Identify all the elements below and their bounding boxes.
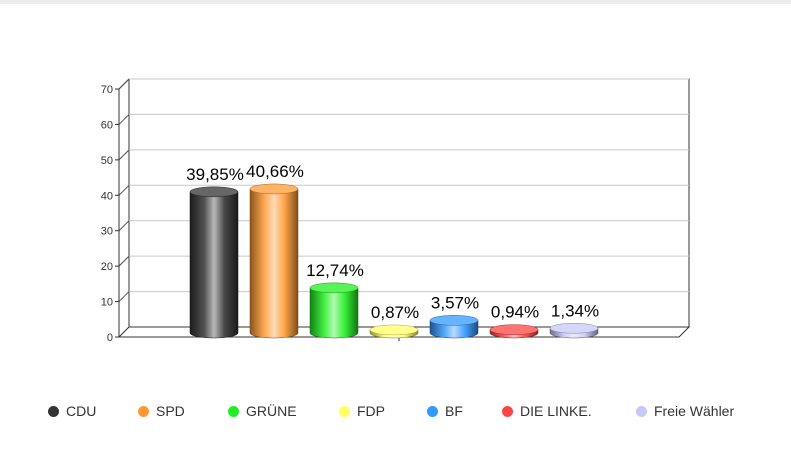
bar-body <box>249 188 299 339</box>
legend-dot-icon <box>502 405 513 417</box>
side-wall-line <box>118 78 130 90</box>
side-wall-line <box>118 149 130 161</box>
bar-grüne <box>309 282 359 339</box>
data-label: 1,34% <box>551 301 599 320</box>
legend-item: DIE LINKE. <box>502 400 592 422</box>
legend-dot-icon <box>427 405 438 417</box>
bar-top <box>429 315 479 326</box>
side-wall-line <box>118 114 130 125</box>
data-label: 12,74% <box>306 261 364 280</box>
legend-item: BF <box>427 400 463 422</box>
y-tick-label: 40 <box>101 190 113 202</box>
side-wall-line <box>118 255 130 267</box>
legend-label: GRÜNE <box>246 403 297 419</box>
bar-freie-wähler <box>549 323 599 339</box>
side-wall-line <box>118 220 130 232</box>
legend-dot-icon <box>228 405 239 417</box>
legend: CDU SPD GRÜNE FDP BF DIE LINKE. Freie Wähler <box>0 400 791 422</box>
y-tick-label: 70 <box>101 84 113 96</box>
legend-label: SPD <box>156 403 185 419</box>
legend-item: GRÜNE <box>228 400 297 422</box>
bar-top <box>549 323 599 334</box>
bar-bf <box>429 315 479 339</box>
bar-top <box>249 183 299 195</box>
legend-item: FDP <box>339 400 385 422</box>
data-label: 39,85% <box>186 165 244 184</box>
legend-item: SPD <box>138 400 185 422</box>
data-label: 0,87% <box>371 303 419 322</box>
data-label: 40,66% <box>246 162 304 181</box>
legend-dot-icon <box>138 405 149 417</box>
y-tick-label: 0 <box>107 332 113 344</box>
data-label: 0,94% <box>491 303 539 322</box>
legend-item: Freie Wähler <box>636 400 734 422</box>
legend-label: CDU <box>66 403 97 419</box>
y-tick-label: 50 <box>101 155 113 167</box>
side-wall-line <box>118 291 130 302</box>
bar-top <box>309 282 359 294</box>
y-tick-label: 20 <box>101 261 113 273</box>
legend-item: CDU <box>48 400 96 422</box>
legend-dot-icon <box>636 405 647 417</box>
legend-dot-icon <box>339 405 350 417</box>
bar-top <box>189 186 239 198</box>
bar-top <box>489 324 539 335</box>
bar-body <box>189 191 239 339</box>
bar-top <box>369 324 419 336</box>
legend-label: DIE LINKE. <box>520 403 592 419</box>
bar-die-linke <box>489 324 539 339</box>
legend-label: BF <box>445 403 463 419</box>
y-tick-label: 30 <box>101 226 113 238</box>
legend-label: Freie Wähler <box>654 403 735 419</box>
data-label: 3,57% <box>431 293 479 312</box>
bar-cdu <box>189 186 239 339</box>
bar-fdp <box>369 324 419 339</box>
top-strip <box>0 0 791 4</box>
legend-label: FDP <box>357 403 385 419</box>
legend-dot-icon <box>48 405 59 417</box>
y-tick-label: 10 <box>101 297 113 309</box>
side-wall-line <box>118 184 130 196</box>
bar-body <box>309 287 359 339</box>
y-tick-label: 60 <box>101 119 113 131</box>
bar-spd <box>249 183 299 339</box>
